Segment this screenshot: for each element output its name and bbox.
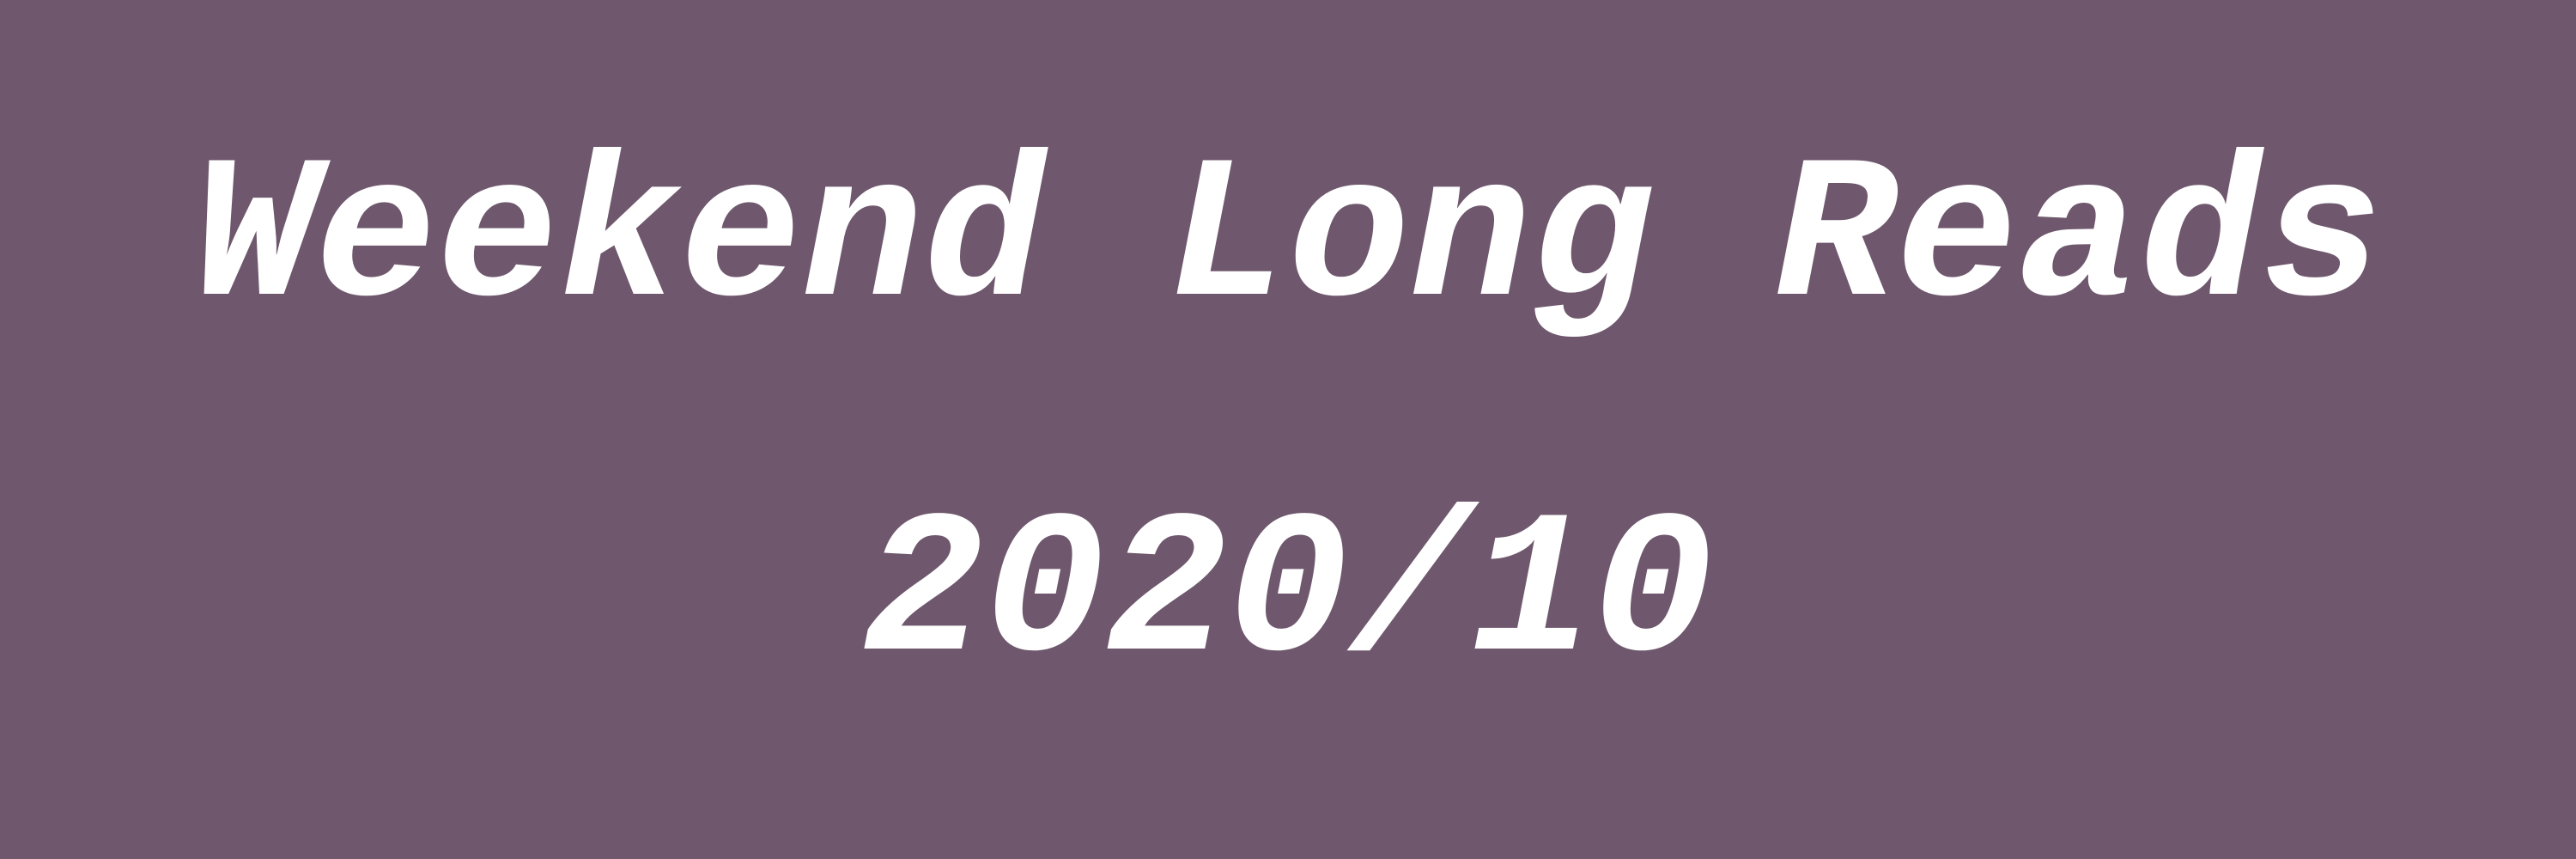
banner-date: 2020/10 — [862, 480, 1714, 710]
banner-title: Weekend Long Reads — [193, 125, 2383, 355]
